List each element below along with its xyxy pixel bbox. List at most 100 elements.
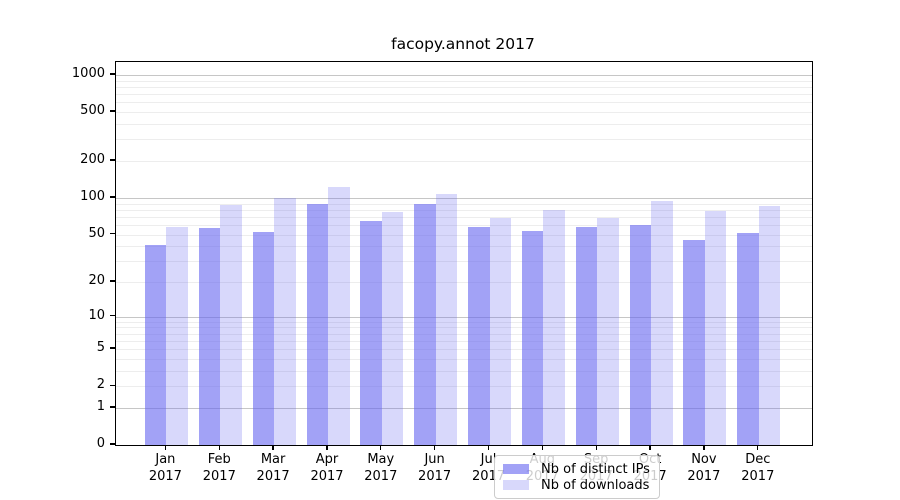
y-tick-mark [110,443,115,445]
bar-distinct-ips-oct [629,224,652,445]
bar-downloads-jun [435,193,458,445]
y-tick-mark [110,232,115,235]
gridline-major [116,316,812,318]
y-tick-mark [110,347,115,349]
legend-item: Nb of downloads [503,477,651,493]
gridline-minor [116,370,812,372]
bar-distinct-ips-nov [683,240,705,445]
x-tick-label-jan: Jan 2017 [148,452,182,484]
gridline-minor [116,94,812,96]
bar-distinct-ips-jan [144,244,167,445]
y-tick-mark [110,406,115,408]
y-tick-label: 200 [80,152,105,167]
x-tick-label-jun: Jun 2017 [418,452,452,484]
gridline-minor [116,321,812,323]
y-tick-mark [110,196,115,198]
bar-downloads-nov [704,211,727,445]
gridline-minor [116,102,812,104]
bar-distinct-ips-apr [306,203,328,445]
gridline-minor [116,358,812,360]
y-tick-label: 500 [80,103,105,119]
gridline-minor [116,139,812,141]
bar-distinct-ips-aug [521,231,544,445]
y-tick-label: 1 [96,398,105,414]
x-tick-label-mar: Mar 2017 [256,452,290,484]
gridline-major [116,197,812,199]
bar-downloads-may [381,211,404,445]
bar-downloads-jul [489,218,511,445]
gridline-minor [116,282,812,283]
gridline-minor [116,386,812,388]
bar-distinct-ips-mar [252,232,275,445]
bar-distinct-ips-jun [414,203,436,445]
y-tick-label: 10 [88,307,105,323]
y-tick-label: 0 [96,436,105,451]
legend: Nb of distinct IPs Nb of downloads [494,455,660,499]
legend-swatch-downloads [503,480,529,490]
x-tick-label-dec: Dec 2017 [741,452,775,484]
bar-downloads-jan [166,226,188,445]
gridline-minor [116,87,812,88]
x-tick-mark [164,446,167,450]
bar-downloads-aug [543,210,565,445]
y-tick-label: 2 [96,377,105,393]
x-tick-label-nov: Nov 2017 [687,452,721,484]
y-tick-mark [110,314,115,317]
y-tick-label: 50 [88,225,105,241]
gridline-minor [116,340,812,342]
y-tick-label: 1000 [71,66,105,81]
x-tick-mark [487,446,490,450]
gridline-minor [116,161,812,162]
legend-swatch-distinct-ips [503,464,529,474]
x-tick-mark [757,446,759,450]
gridline-minor [116,209,812,211]
x-tick-mark [380,446,382,450]
bar-downloads-dec [758,205,781,445]
gridline-minor [116,327,812,329]
legend-item: Nb of distinct IPs [503,461,651,477]
y-tick-label: 100 [80,188,105,204]
bar-downloads-oct [651,201,673,445]
x-tick-mark [218,446,220,450]
gridline-minor [116,261,812,263]
plot-area: Nb of distinct IPs Nb of downloads [115,61,813,499]
x-tick-label-feb: Feb 2017 [202,452,236,484]
gridline-major [116,407,812,409]
bar-downloads-mar [274,197,296,445]
gridline-minor [116,333,812,335]
x-tick-mark [649,446,651,450]
bar-downloads-feb [220,205,242,445]
gridline-minor [116,112,812,114]
gridline-minor [116,124,812,125]
bar-distinct-ips-feb [198,227,221,445]
gridline-major [116,75,812,76]
y-tick-mark [110,384,115,386]
legend-label: Nb of distinct IPs [541,461,650,477]
bar-downloads-apr [328,187,350,445]
y-tick-mark [110,110,115,112]
bar-distinct-ips-jul [468,226,490,445]
gridline-minor [116,234,812,236]
x-tick-mark [272,446,274,450]
x-tick-label-apr: Apr 2017 [310,452,344,484]
legend-label: Nb of downloads [541,477,650,493]
x-tick-label-may: May 2017 [364,452,398,484]
y-tick-label: 5 [96,340,105,356]
y-tick-mark [110,159,115,161]
bar-distinct-ips-dec [737,233,759,445]
x-tick-mark [433,446,436,450]
bar-downloads-sep [597,218,619,445]
gridline-minor [116,349,812,351]
bar-distinct-ips-sep [575,226,598,445]
y-tick-mark [110,73,115,75]
bar-distinct-ips-may [360,220,382,445]
y-tick-label: 20 [88,273,105,288]
x-tick-mark [541,446,543,450]
x-tick-mark [703,446,705,450]
x-tick-mark [326,446,328,450]
x-tick-mark [595,446,597,450]
y-tick-mark [110,280,115,282]
gridline-minor [116,224,812,226]
gridline-minor [116,203,812,205]
